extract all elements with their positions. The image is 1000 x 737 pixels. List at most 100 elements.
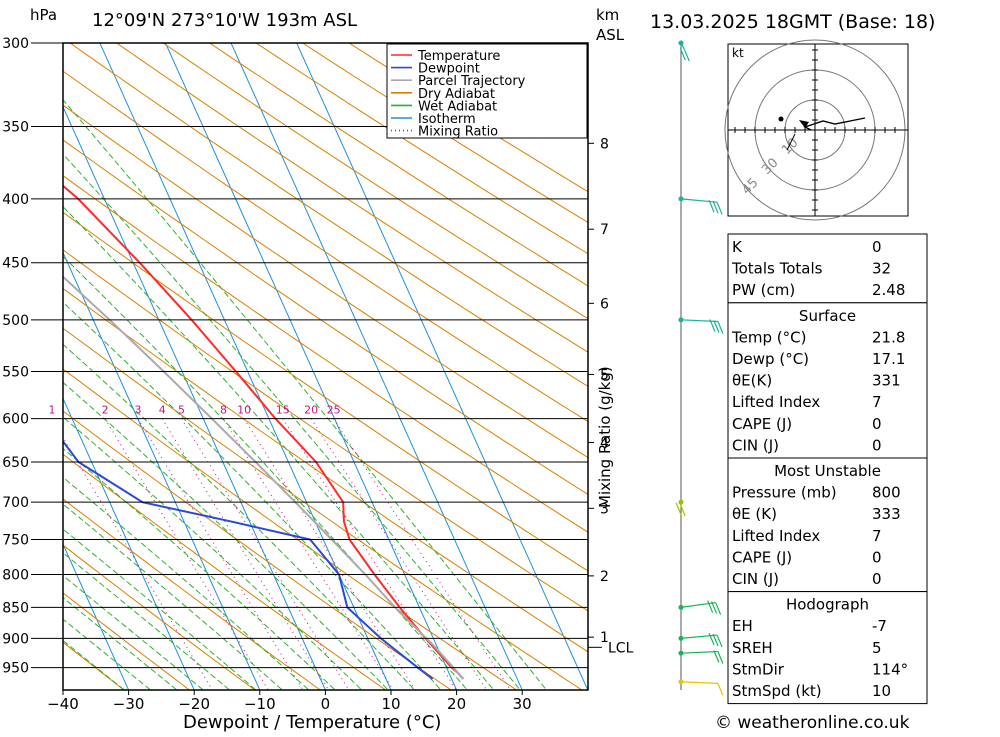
wet-adiabat-line [63, 552, 231, 690]
index-value: 5 [872, 639, 882, 657]
hodograph-trace [803, 117, 866, 131]
wind-barb-feather [708, 199, 715, 213]
temp-tick-label: −10 [244, 695, 276, 713]
plot-frame [62, 42, 589, 691]
wind-barb-staff [680, 681, 718, 684]
hodograph-storm-marker [799, 120, 809, 128]
lcl-label: LCL [608, 640, 634, 656]
wind-barb [678, 600, 722, 615]
wind-barb [678, 317, 724, 334]
hodograph-barb [786, 133, 796, 151]
mixing-ratio-label: 1 [49, 404, 56, 417]
index-label: StmDir [732, 660, 785, 678]
temp-tick-label: 30 [513, 695, 532, 713]
wind-barb [678, 679, 724, 696]
pressure-tick-label: 700 [2, 495, 29, 511]
mixing-ratio-label: 4 [159, 404, 166, 417]
hodograph-point [778, 116, 784, 122]
wind-barb-feather [717, 321, 724, 334]
dry-adiabat-line [63, 368, 518, 690]
wet-adiabat-line [63, 574, 204, 690]
wind-barb-feather [679, 47, 686, 61]
km-tick-label: 5 [600, 367, 609, 383]
dry-adiabat-line [162, 43, 588, 320]
wind-barb-feather [675, 502, 682, 516]
legend-label: Parcel Trajectory [418, 74, 526, 89]
pressure-tick-label: 750 [2, 533, 29, 549]
wet-adiabat-line [63, 301, 442, 690]
index-label: θE (K) [732, 505, 777, 523]
wind-barb-staff [680, 634, 718, 639]
index-value: 0 [872, 570, 882, 588]
mixing-ratio-axis-label: Mixing Ratio (g/kg) [596, 366, 614, 508]
index-value: -7 [872, 617, 887, 635]
km-tick-label: 6 [600, 296, 609, 312]
dry-adiabat-line [63, 498, 322, 690]
isotherm-line [99, 43, 392, 690]
most-unstable-indices-title: Most Unstable [774, 462, 881, 480]
asl-unit-label: ASL [596, 26, 625, 44]
wet-adiabat-line [63, 528, 257, 690]
wind-barb-feather [712, 200, 719, 214]
dry-adiabat-lines [63, 43, 588, 690]
index-label: Dewp (°C) [732, 350, 809, 368]
wind-barb-staff [680, 198, 718, 203]
legend-label: Wet Adiabat [418, 99, 497, 114]
wind-barb-feather [708, 632, 715, 646]
index-label: θE(K) [732, 372, 772, 390]
wind-barb-feather [679, 503, 686, 517]
dry-adiabat-line [69, 43, 588, 388]
wet-adiabat-line [63, 503, 284, 690]
index-label: Pressure (mb) [732, 484, 837, 502]
dewpoint-line [63, 439, 434, 680]
pressure-tick-label: 350 [2, 120, 29, 136]
wet-adiabat-line [63, 343, 416, 690]
wind-barb-feather [683, 48, 690, 62]
dry-adiabat-line [63, 544, 256, 690]
temp-tick-label: −30 [113, 695, 145, 713]
wind-barb-staff [680, 42, 685, 50]
km-tick-label: 8 [600, 136, 609, 152]
dry-adiabat-line [63, 139, 588, 496]
km-tick-label: 4 [600, 435, 609, 451]
legend-label: Dewpoint [418, 62, 480, 77]
wind-barb-feather [717, 683, 724, 696]
isotherm-line [230, 43, 523, 690]
pressure-unit-label: hPa [30, 6, 57, 24]
dry-adiabat-line [63, 410, 452, 690]
dry-adiabat-line [63, 287, 588, 653]
wind-barb-feather [716, 634, 723, 648]
wind-barb-staff [679, 501, 682, 505]
temp-tick-label: −20 [178, 695, 210, 713]
temp-tick-label: −40 [47, 695, 79, 713]
index-value: 2.48 [872, 281, 905, 299]
index-label: PW (cm) [732, 281, 795, 299]
temp-tick-label: 20 [447, 695, 466, 713]
index-value: 17.1 [872, 350, 905, 368]
wind-barb-feather [712, 633, 719, 647]
index-value: 21.8 [872, 328, 905, 346]
wind-barb-feather [713, 320, 720, 333]
location-title: 12°09'N 273°10'W 193m ASL [92, 10, 357, 31]
wind-barb-feather [717, 651, 724, 664]
index-value: 32 [872, 260, 891, 278]
hodograph-unit-label: kt [732, 46, 744, 60]
mixing-ratio-line [223, 418, 394, 690]
x-axis-title: Dewpoint / Temperature (°C) [183, 712, 441, 733]
wet-adiabat-line [63, 618, 152, 690]
index-value: 114° [872, 660, 908, 678]
isotherm-line [63, 105, 326, 690]
legend-label: Temperature [417, 49, 500, 64]
wind-barb-feather [716, 201, 723, 215]
index-label: EH [732, 617, 753, 635]
mixing-ratio-label: 5 [178, 404, 185, 417]
wind-barb-feather [715, 602, 722, 615]
hodograph-indices-box [727, 591, 928, 705]
index-label: StmSpd (kt) [732, 682, 822, 700]
isobar-lines: 300 350 400 450 500 550 600 650 700 750 800 850 900 9… [2, 36, 588, 677]
wet-adiabat-line [63, 99, 548, 690]
pressure-tick-label: 400 [2, 192, 29, 208]
